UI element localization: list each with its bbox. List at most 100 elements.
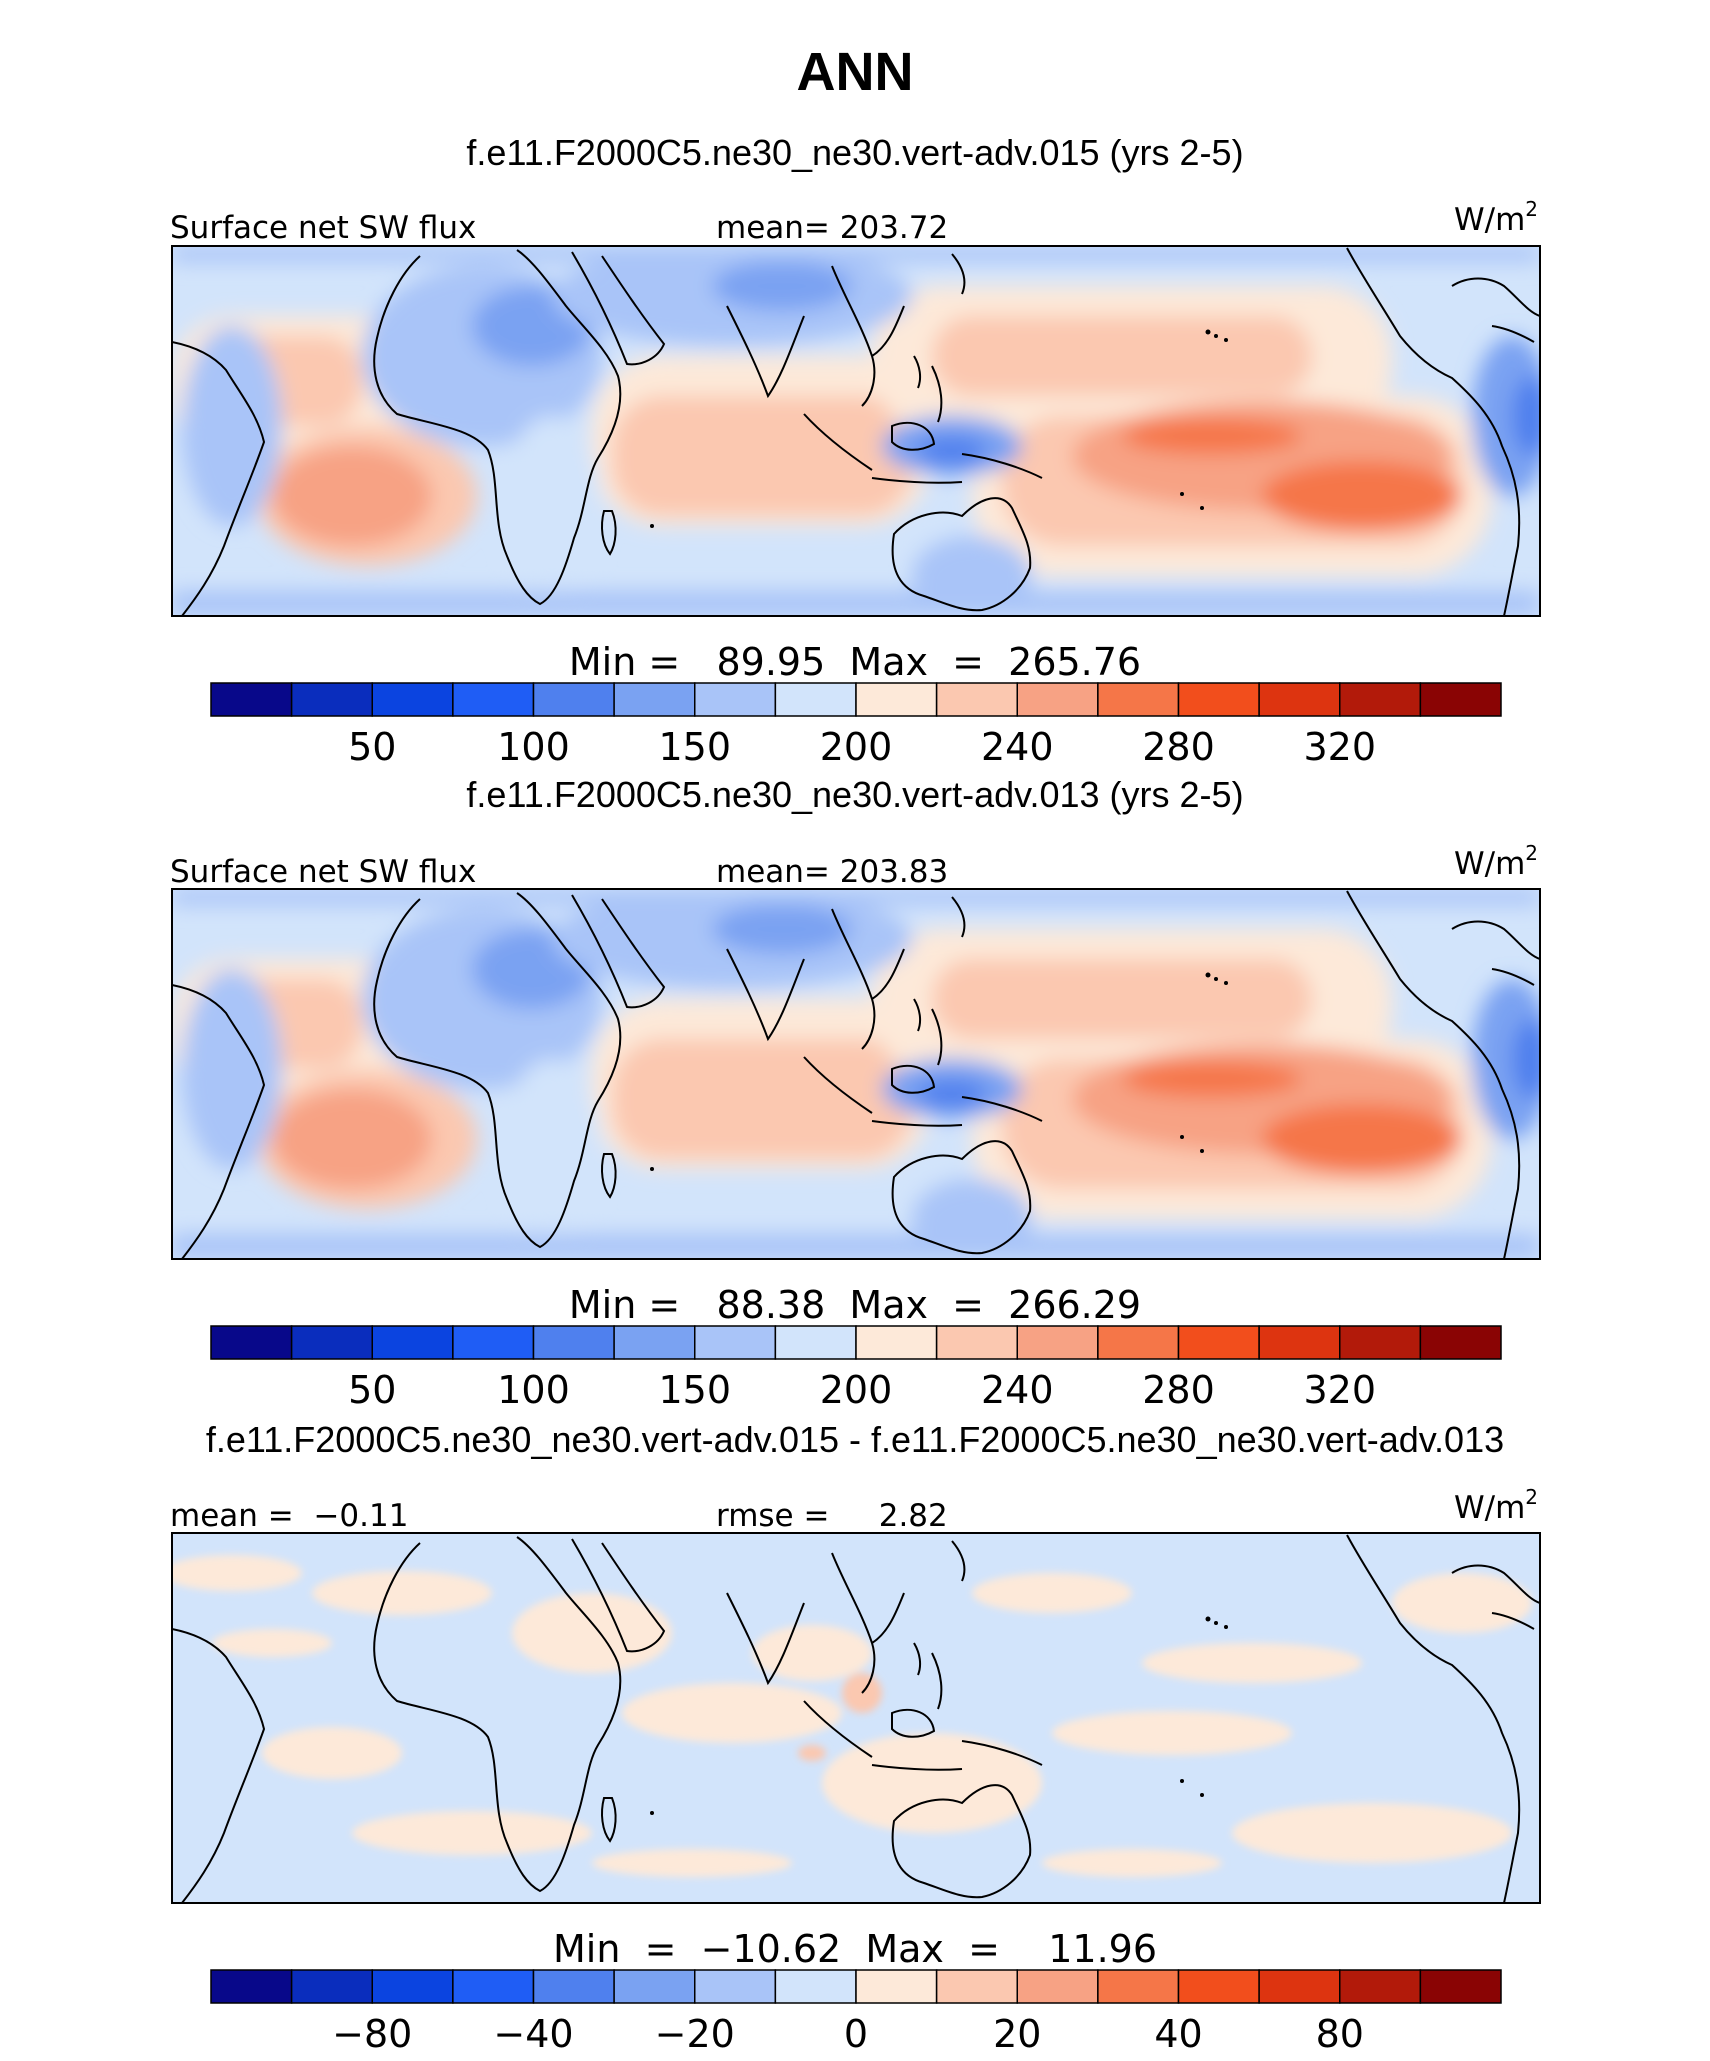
colorbar-2-tick-label: 150 bbox=[658, 1368, 731, 1412]
colorbar-3-box-3 bbox=[371, 1969, 454, 2004]
panel-2-map bbox=[172, 889, 1540, 1259]
colorbar-1-box-9 bbox=[855, 682, 938, 717]
panel-1-map bbox=[172, 246, 1540, 616]
colorbar-3-tick-label: −40 bbox=[493, 2012, 573, 2056]
panel-2-map-frame bbox=[171, 888, 1541, 1260]
colorbar-3-box-9 bbox=[855, 1969, 938, 2004]
colorbar-1-tick-label: 50 bbox=[348, 725, 396, 769]
panel-1-units-base: W/m bbox=[1454, 202, 1525, 238]
colorbar-1-box-13 bbox=[1177, 682, 1260, 717]
panel-3-center-label: rmse = 2.82 bbox=[716, 1498, 948, 1534]
colorbar-1-box-1 bbox=[210, 682, 293, 717]
colorbar-1-tick-label: 100 bbox=[497, 725, 570, 769]
panel-1-map-frame bbox=[171, 245, 1541, 617]
colorbar-1-box-3 bbox=[371, 682, 454, 717]
colorbar-3-box-6 bbox=[613, 1969, 696, 2004]
colorbar-1-box-5 bbox=[532, 682, 615, 717]
colorbar-2-tick-label: 320 bbox=[1303, 1368, 1376, 1412]
panel-2-left-label: Surface net SW flux bbox=[170, 854, 476, 890]
colorbar-3-box-8 bbox=[774, 1969, 857, 2004]
colorbar-2-box-5 bbox=[532, 1325, 615, 1360]
colorbar-2-box-1 bbox=[210, 1325, 293, 1360]
colorbar-3-tick-label: 80 bbox=[1316, 2012, 1364, 2056]
panel-3-case-title: f.e11.F2000C5.ne30_ne30.vert-adv.015 - f… bbox=[206, 1419, 1504, 1460]
colorbar-2-box-11 bbox=[1016, 1325, 1099, 1360]
panel-3-min-max: Min = −10.62 Max = 11.96 bbox=[553, 1927, 1157, 1971]
colorbar-3-tick-label: 20 bbox=[993, 2012, 1041, 2056]
colorbar-1-box-14 bbox=[1258, 682, 1341, 717]
panel-2-units: W/m2 bbox=[1454, 841, 1538, 882]
colorbar-3-box-15 bbox=[1339, 1969, 1422, 2004]
colorbar-3-box-12 bbox=[1097, 1969, 1180, 2004]
colorbar-3-tick-label: −20 bbox=[655, 2012, 735, 2056]
colorbar-3-tick-label: 0 bbox=[844, 2012, 868, 2056]
colorbar-2-box-12 bbox=[1097, 1325, 1180, 1360]
colorbar-3-box-11 bbox=[1016, 1969, 1099, 2004]
colorbar-1-box-6 bbox=[613, 682, 696, 717]
colorbar-1-box-7 bbox=[694, 682, 777, 717]
colorbar-1-box-4 bbox=[452, 682, 535, 717]
panel-1: f.e11.F2000C5.ne30_ne30.vert-adv.015 (yr… bbox=[170, 132, 1541, 769]
colorbar-2-box-8 bbox=[774, 1325, 857, 1360]
colorbar-1-tick-label: 150 bbox=[658, 725, 731, 769]
figure-title: ANN bbox=[797, 42, 914, 102]
colorbar-2-tick-label: 200 bbox=[820, 1368, 893, 1412]
colorbar-3-box-2 bbox=[290, 1969, 373, 2004]
panel-2-units-base: W/m bbox=[1454, 846, 1525, 882]
panel-1-colorbar: 50 100 150 200 240 280 320 bbox=[210, 682, 1502, 769]
colorbar-2-box-9 bbox=[855, 1325, 938, 1360]
panel-3: f.e11.F2000C5.ne30_ne30.vert-adv.015 - f… bbox=[170, 1419, 1541, 2056]
panel-1-units: W/m2 bbox=[1454, 197, 1538, 238]
panel-3-units: W/m2 bbox=[1454, 1485, 1538, 1526]
colorbar-3-tick-label: −80 bbox=[332, 2012, 412, 2056]
colorbar-2-box-7 bbox=[694, 1325, 777, 1360]
panel-3-units-base: W/m bbox=[1454, 1490, 1525, 1526]
panel-3-map bbox=[172, 1533, 1540, 1903]
panel-3-map-frame bbox=[171, 1532, 1541, 1904]
colorbar-3-box-5 bbox=[532, 1969, 615, 2004]
panel-2: f.e11.F2000C5.ne30_ne30.vert-adv.013 (yr… bbox=[170, 774, 1541, 1412]
colorbar-2-box-15 bbox=[1339, 1325, 1422, 1360]
colorbar-3-box-10 bbox=[935, 1969, 1018, 2004]
colorbar-1-box-8 bbox=[774, 682, 857, 717]
colorbar-3-box-16 bbox=[1419, 1969, 1502, 2004]
colorbar-2-tick-label: 100 bbox=[497, 1368, 570, 1412]
panel-1-case-title: f.e11.F2000C5.ne30_ne30.vert-adv.015 (yr… bbox=[466, 132, 1243, 173]
colorbar-1-box-15 bbox=[1339, 682, 1422, 717]
panel-2-min-max: Min = 88.38 Max = 266.29 bbox=[569, 1283, 1141, 1327]
colorbar-3-box-4 bbox=[452, 1969, 535, 2004]
colorbar-1-box-12 bbox=[1097, 682, 1180, 717]
colorbar-1-tick-label: 320 bbox=[1303, 725, 1376, 769]
colorbar-2-box-2 bbox=[290, 1325, 373, 1360]
panel-1-units-exponent: 2 bbox=[1525, 197, 1538, 221]
panel-1-min-max: Min = 89.95 Max = 265.76 bbox=[569, 640, 1141, 684]
panel-3-left-label: mean = −0.11 bbox=[170, 1498, 408, 1534]
colorbar-3-box-13 bbox=[1177, 1969, 1260, 2004]
colorbar-1-tick-label: 280 bbox=[1142, 725, 1215, 769]
panel-2-case-title: f.e11.F2000C5.ne30_ne30.vert-adv.013 (yr… bbox=[466, 774, 1243, 815]
panel-3-colorbar: −80 −40 −20 0 20 40 80 bbox=[210, 1969, 1502, 2056]
panel-2-colorbar: 50 100 150 200 240 280 320 bbox=[210, 1325, 1502, 1412]
panel-1-left-label: Surface net SW flux bbox=[170, 210, 476, 246]
colorbar-2-box-14 bbox=[1258, 1325, 1341, 1360]
panel-2-units-exponent: 2 bbox=[1525, 841, 1538, 865]
colorbar-1-box-16 bbox=[1419, 682, 1502, 717]
colorbar-1-box-11 bbox=[1016, 682, 1099, 717]
colorbar-2-box-10 bbox=[935, 1325, 1018, 1360]
colorbar-3-box-1 bbox=[210, 1969, 293, 2004]
colorbar-2-box-4 bbox=[452, 1325, 535, 1360]
colorbar-1-box-2 bbox=[290, 682, 373, 717]
colorbar-2-tick-label: 280 bbox=[1142, 1368, 1215, 1412]
panel-3-units-exponent: 2 bbox=[1525, 1485, 1538, 1509]
panel-1-center-label: mean= 203.72 bbox=[716, 210, 948, 246]
colorbar-1-tick-label: 240 bbox=[981, 725, 1054, 769]
colorbar-3-box-14 bbox=[1258, 1969, 1341, 2004]
colorbar-2-box-3 bbox=[371, 1325, 454, 1360]
colorbar-1-tick-label: 200 bbox=[820, 725, 893, 769]
colorbar-3-tick-label: 40 bbox=[1154, 2012, 1202, 2056]
panel-2-center-label: mean= 203.83 bbox=[716, 854, 948, 890]
colorbar-2-tick-label: 240 bbox=[981, 1368, 1054, 1412]
colorbar-1-box-10 bbox=[935, 682, 1018, 717]
colorbar-2-box-6 bbox=[613, 1325, 696, 1360]
